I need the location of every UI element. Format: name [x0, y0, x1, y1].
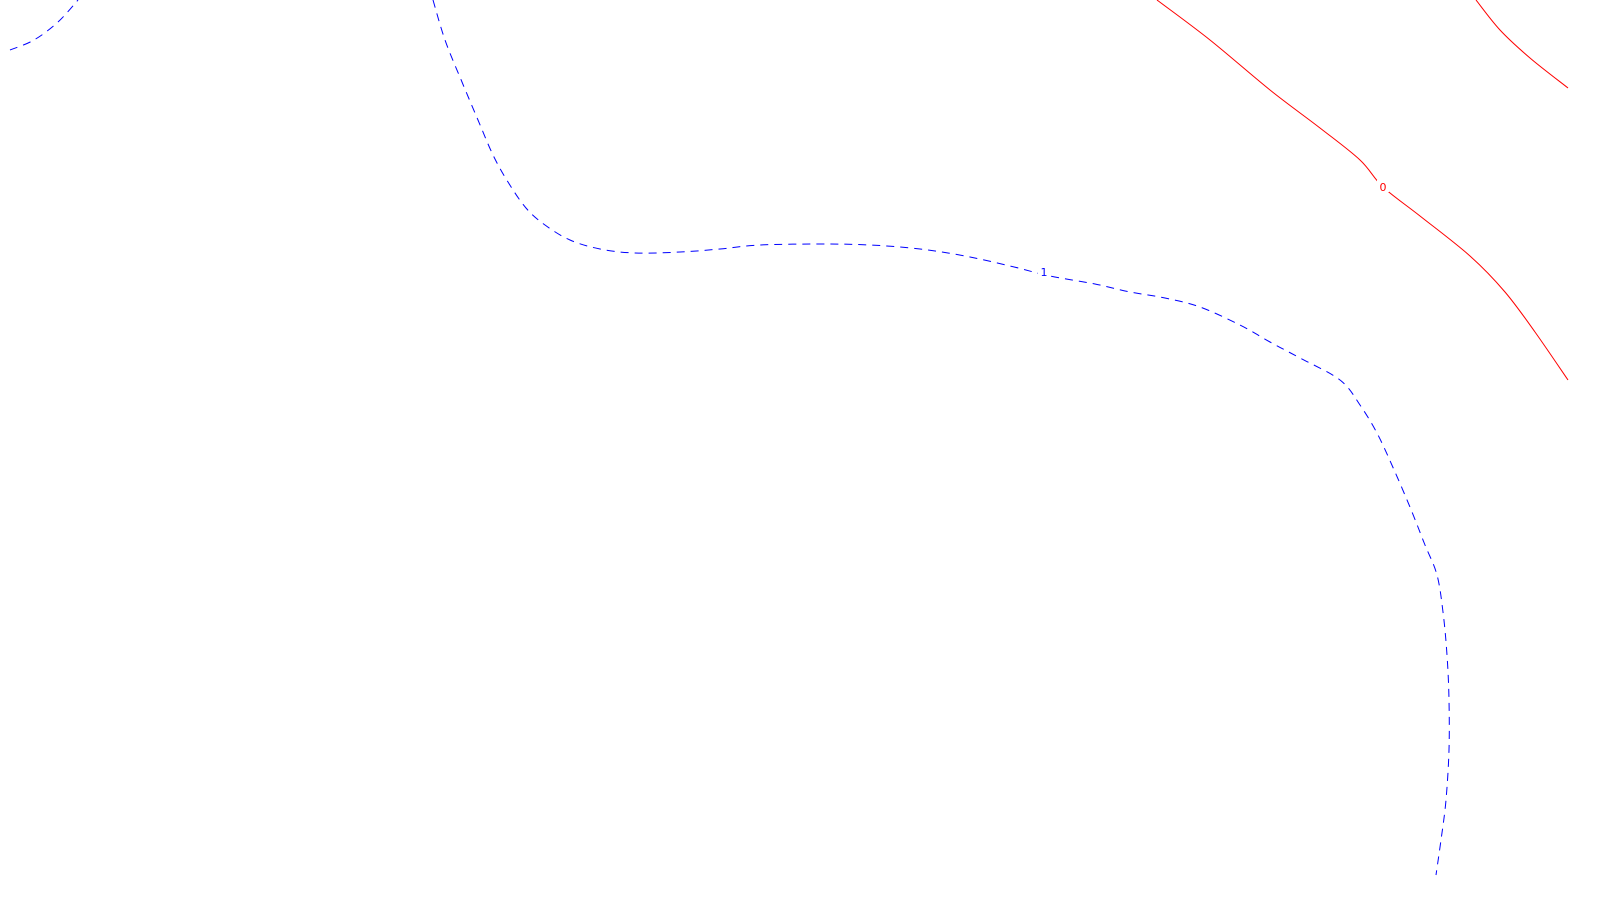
- contour-line-level-1-1: [9, 0, 79, 51]
- contour-label-background: [1377, 180, 1389, 192]
- contour-label-1: 1: [1041, 266, 1048, 279]
- contour-labels: 10: [1038, 180, 1389, 279]
- contour-label-background: [1038, 265, 1050, 277]
- contour-lines: [9, 0, 1569, 876]
- contour-line-level-0-1: [1156, 0, 1569, 381]
- contour-label-0: 0: [1380, 181, 1387, 194]
- contour-line-level-0-2: [1475, 0, 1569, 89]
- contour-line-level-1-2: [432, 0, 1450, 876]
